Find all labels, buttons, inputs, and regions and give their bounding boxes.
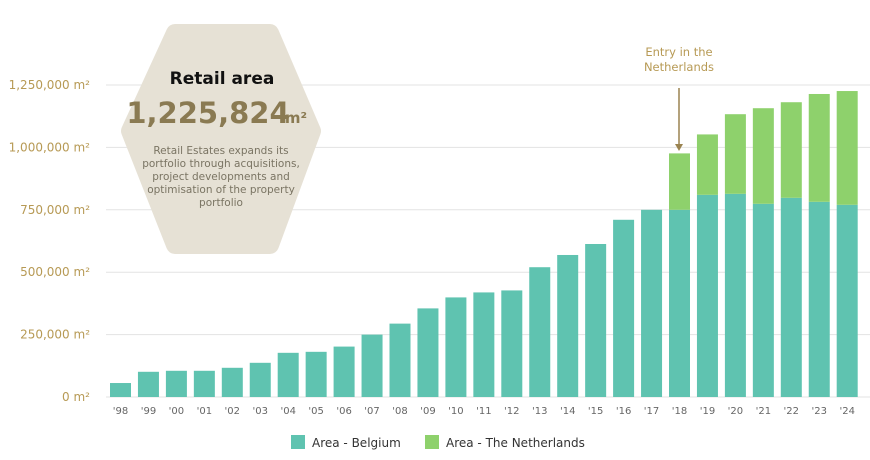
x-tick-label: '14 <box>560 406 575 417</box>
x-tick-label: '02 <box>225 406 240 417</box>
x-tick-label: '13 <box>532 406 547 417</box>
bar-belgium <box>780 197 802 397</box>
x-tick-label: '21 <box>756 406 771 417</box>
annotation-entry-netherlands: Entry in the Netherlands <box>644 45 714 151</box>
legend: Area - Belgium Area - The Netherlands <box>291 435 585 450</box>
bar-belgium <box>585 243 607 397</box>
bar-belgium <box>137 371 159 397</box>
info-hexagon: Retail area 1,225,824 m² Retail Estates … <box>121 24 321 254</box>
x-tick-label: '11 <box>476 406 491 417</box>
legend-swatch-belgium <box>291 435 305 449</box>
bar-belgium <box>836 204 858 397</box>
x-tick-label: '19 <box>700 406 715 417</box>
bar-netherlands <box>780 102 802 198</box>
x-tick-label: '12 <box>504 406 519 417</box>
x-tick-label: '20 <box>728 406 743 417</box>
x-tick-label: '98 <box>113 406 128 417</box>
y-tick-label: 1,250,000 m² <box>9 78 91 92</box>
x-tick-label: '06 <box>336 406 351 417</box>
y-tick-label: 1,000,000 m² <box>9 140 91 154</box>
legend-swatch-netherlands <box>425 435 439 449</box>
bar-netherlands <box>752 108 774 204</box>
annotation-line: Netherlands <box>644 60 714 74</box>
y-tick-label: 250,000 m² <box>20 328 90 342</box>
info-desc-line: optimisation of the property <box>147 184 295 196</box>
bar-belgium <box>724 193 746 397</box>
info-desc-line: portfolio <box>199 197 243 209</box>
bar-belgium <box>557 254 579 397</box>
bar-belgium <box>417 308 439 397</box>
bar-netherlands <box>808 93 830 202</box>
x-tick-label: '01 <box>197 406 212 417</box>
bar-belgium <box>752 203 774 397</box>
bar-belgium <box>333 346 355 397</box>
x-tick-label: '07 <box>364 406 379 417</box>
bar-belgium <box>445 297 467 397</box>
annotation-line: Entry in the <box>645 45 712 59</box>
bar-belgium <box>641 209 663 397</box>
hexagon-shape <box>121 24 321 254</box>
bar-belgium <box>165 370 187 397</box>
x-tick-label: '22 <box>784 406 799 417</box>
x-tick-label: '08 <box>392 406 407 417</box>
bar-belgium <box>305 351 327 397</box>
bar-belgium <box>249 362 271 397</box>
x-tick-label: '16 <box>616 406 631 417</box>
y-tick-label: 0 m² <box>62 390 90 404</box>
y-tick-label: 750,000 m² <box>20 203 90 217</box>
x-tick-label: '24 <box>839 406 854 417</box>
info-desc-line: project developments and <box>152 171 290 183</box>
bar-belgium <box>193 370 215 397</box>
x-tick-label: '15 <box>588 406 603 417</box>
x-tick-label: '03 <box>253 406 268 417</box>
bar-belgium <box>529 267 551 397</box>
x-tick-label: '10 <box>448 406 463 417</box>
x-tick-label: '99 <box>141 406 156 417</box>
x-tick-label: '17 <box>644 406 659 417</box>
bar-netherlands <box>696 134 718 195</box>
bar-belgium <box>277 352 299 397</box>
x-tick-label: '09 <box>420 406 435 417</box>
info-desc-line: portfolio through acquisitions, <box>142 158 300 170</box>
info-title: Retail area <box>170 69 275 89</box>
bar-netherlands <box>724 114 746 194</box>
y-tick-label: 500,000 m² <box>20 265 90 279</box>
x-tick-label: '18 <box>672 406 687 417</box>
bar-belgium <box>389 323 411 397</box>
x-tick-label: '05 <box>308 406 323 417</box>
x-tick-label: '04 <box>280 406 295 417</box>
info-desc-line: Retail Estates expands its <box>153 145 288 157</box>
bar-belgium <box>696 194 718 397</box>
bar-belgium <box>808 201 830 397</box>
legend-label-netherlands: Area - The Netherlands <box>446 436 585 450</box>
bar-netherlands <box>669 153 690 210</box>
x-tick-label: '23 <box>812 406 827 417</box>
bar-belgium <box>501 290 523 397</box>
bar-belgium <box>361 334 383 397</box>
info-value: 1,225,824 <box>126 96 289 130</box>
info-unit: m² <box>285 109 307 127</box>
bar-netherlands <box>836 91 858 205</box>
bar-belgium <box>473 292 495 397</box>
bar-belgium <box>110 383 131 397</box>
bar-belgium <box>221 367 243 397</box>
x-tick-label: '00 <box>169 406 184 417</box>
bar-belgium <box>669 209 690 397</box>
arrow-down-icon <box>675 144 683 151</box>
bar-belgium <box>613 219 635 397</box>
legend-label-belgium: Area - Belgium <box>312 436 401 450</box>
